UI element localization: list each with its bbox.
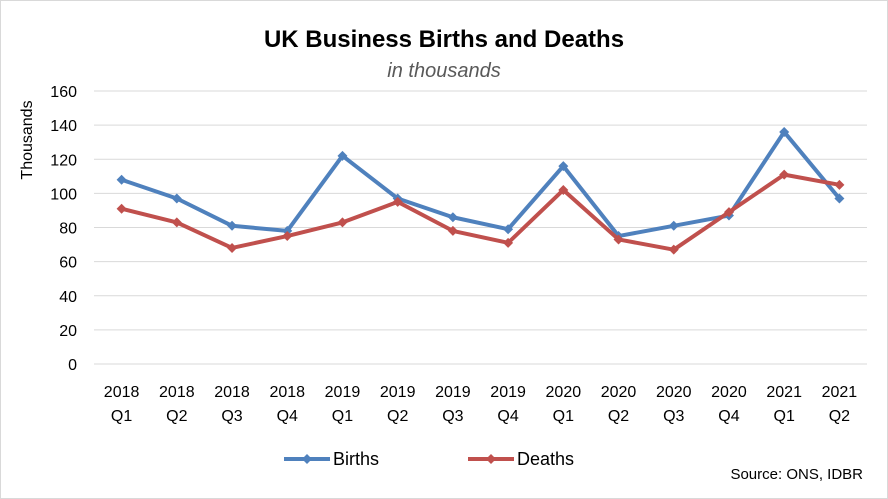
data-point-deaths [392, 196, 403, 207]
x-tick-year: 2019 [435, 384, 471, 401]
legend-label-births: Births [333, 449, 379, 469]
y-tick-label: 80 [59, 221, 77, 238]
x-tick-quarter: Q3 [442, 408, 463, 425]
x-tick-quarter: Q4 [277, 408, 298, 425]
chart-title: UK Business Births and Deaths [264, 26, 624, 53]
y-tick-label: 60 [59, 255, 77, 272]
y-tick-label: 120 [50, 152, 77, 169]
series-line-deaths [119, 172, 842, 252]
x-tick-year: 2020 [601, 384, 637, 401]
data-point-births [834, 193, 845, 204]
y-tick-label: 140 [50, 118, 77, 135]
x-tick-quarter: Q2 [829, 408, 850, 425]
x-tick-year: 2018 [104, 384, 140, 401]
x-tick-year: 2020 [711, 384, 747, 401]
legend-label-deaths: Deaths [517, 449, 574, 469]
data-point-deaths [227, 242, 238, 253]
data-point-births [116, 174, 127, 185]
data-point-births [503, 224, 514, 235]
x-tick-year: 2019 [325, 384, 361, 401]
data-point-births [668, 220, 679, 231]
x-tick-year: 2021 [766, 384, 802, 401]
source-note: Source: ONS, IDBR [730, 466, 863, 483]
x-tick-quarter: Q1 [111, 408, 132, 425]
x-tick-quarter: Q2 [608, 408, 629, 425]
data-point-deaths [668, 244, 679, 255]
y-tick-label: 160 [50, 84, 77, 101]
x-tick-year: 2019 [380, 384, 416, 401]
x-tick-quarter: Q2 [387, 408, 408, 425]
x-tick-year: 2018 [214, 384, 250, 401]
x-tick-year: 2021 [822, 384, 858, 401]
legend-marker-deaths [486, 454, 496, 464]
series-births [116, 126, 845, 242]
data-point-deaths [282, 231, 293, 242]
chart-subtitle: in thousands [387, 60, 500, 82]
x-tick-quarter: Q1 [774, 408, 795, 425]
legend: Births Deaths [284, 449, 574, 469]
y-axis-label: Thousands [19, 100, 36, 179]
x-tick-quarter: Q3 [221, 408, 242, 425]
y-tick-label: 100 [50, 186, 77, 203]
data-point-births [779, 126, 790, 137]
data-point-deaths [116, 203, 127, 214]
data-point-births [558, 161, 569, 172]
data-point-births [227, 220, 238, 231]
y-tick-label: 20 [59, 323, 77, 340]
data-point-births [171, 193, 182, 204]
data-point-deaths [613, 234, 624, 245]
x-tick-quarter: Q3 [663, 408, 684, 425]
x-tick-quarter: Q1 [553, 408, 574, 425]
y-axis-ticks: 0 20 40 60 80 100 120 140 160 [50, 84, 77, 374]
series-deaths [116, 169, 845, 255]
x-tick-year: 2018 [269, 384, 305, 401]
x-tick-quarter: Q1 [332, 408, 353, 425]
x-tick-quarter: Q2 [166, 408, 187, 425]
data-point-deaths [503, 237, 514, 248]
x-tick-quarter: Q4 [718, 408, 739, 425]
data-point-deaths [558, 184, 569, 195]
x-tick-year: 2020 [656, 384, 692, 401]
data-point-deaths [171, 217, 182, 228]
y-tick-label: 40 [59, 289, 77, 306]
gridlines [94, 90, 867, 365]
y-tick-label: 0 [68, 357, 77, 374]
data-point-deaths [779, 169, 790, 180]
series-group [116, 126, 845, 255]
x-tick-year: 2019 [490, 384, 526, 401]
data-point-deaths [834, 179, 845, 190]
x-axis-ticks: 2018 Q1 2018 Q2 2018 Q3 2018 Q4 2019 Q1 2019 Q2 2019… [104, 384, 857, 425]
x-tick-year: 2018 [159, 384, 195, 401]
legend-marker-births [302, 454, 312, 464]
x-tick-year: 2020 [546, 384, 582, 401]
data-point-deaths [723, 207, 734, 218]
data-point-deaths [337, 217, 348, 228]
data-point-births [337, 150, 348, 161]
data-point-deaths [447, 225, 458, 236]
series-line-births [119, 129, 842, 239]
data-point-births [447, 212, 458, 223]
x-tick-quarter: Q4 [497, 408, 518, 425]
